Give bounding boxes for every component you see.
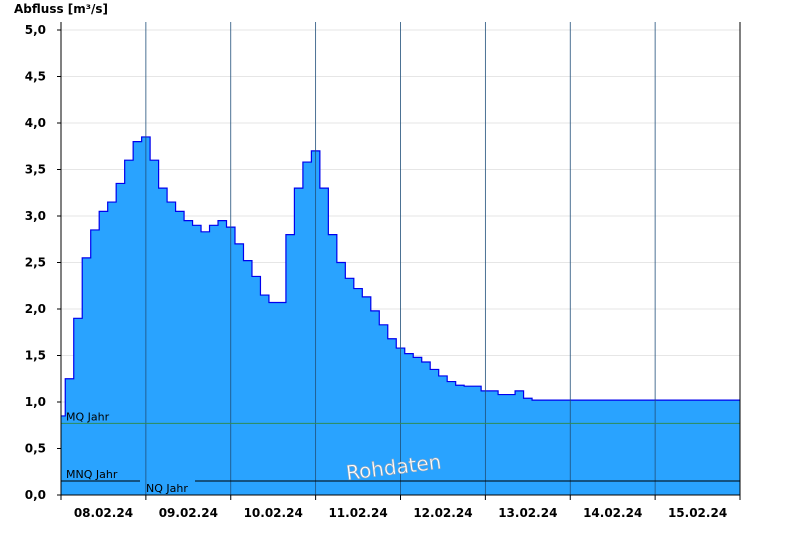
x-tick-label: 09.02.24 — [159, 506, 218, 520]
x-tick-label: 12.02.24 — [413, 506, 472, 520]
x-tick-label: 13.02.24 — [498, 506, 557, 520]
y-tick-label: 0,5 — [25, 442, 46, 456]
reference-line-label: NQ Jahr — [146, 482, 188, 495]
x-tick-label: 10.02.24 — [244, 506, 303, 520]
x-tick-label: 08.02.24 — [74, 506, 133, 520]
y-tick-label: 1,5 — [25, 349, 46, 363]
y-axis-label: Abfluss [m³/s] — [14, 2, 108, 16]
y-tick-label: 0,0 — [25, 488, 46, 502]
y-tick-label: 3,0 — [25, 209, 46, 223]
day-separator-lines — [145, 22, 656, 495]
x-tick-labels: 08.02.24 09.02.24 10.02.24 11.02.24 12.02.24… — [60, 495, 741, 520]
y-tick-label: 4,5 — [25, 70, 46, 84]
x-tick-label: 11.02.24 — [328, 506, 387, 520]
y-tick-label: 5,0 — [25, 23, 46, 37]
reference-line-label: MQ Jahr — [66, 410, 110, 423]
y-tick-label: 2,5 — [25, 256, 46, 270]
y-tick-labels: 0,0 0,5 1,0 1,5 2,0 2,5 3,0 3,5 4,0 4,5 5,0 — [25, 23, 61, 502]
reference-line-label: MNQ Jahr — [66, 468, 118, 481]
discharge-line — [61, 136, 740, 417]
x-tick-label: 15.02.24 — [668, 506, 727, 520]
reference-lines: MQ Jahr MNQ Jahr NQ Jahr — [61, 410, 740, 495]
y-tick-label: 2,0 — [25, 302, 46, 316]
y-tick-label: 4,0 — [25, 116, 46, 130]
y-tick-label: 1,0 — [25, 395, 46, 409]
y-tick-label: 3,5 — [25, 163, 46, 177]
x-tick-label: 14.02.24 — [583, 506, 642, 520]
